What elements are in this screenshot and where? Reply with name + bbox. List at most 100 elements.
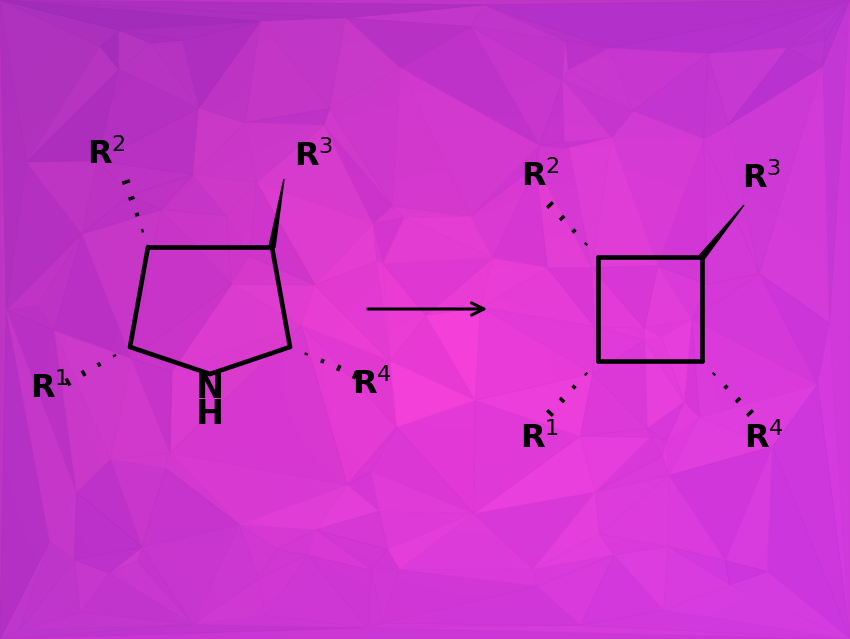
- Polygon shape: [348, 427, 397, 485]
- Polygon shape: [599, 475, 669, 546]
- Polygon shape: [390, 316, 475, 400]
- Polygon shape: [471, 167, 536, 258]
- Polygon shape: [302, 325, 397, 485]
- Text: R$^{2}$: R$^{2}$: [87, 139, 126, 171]
- Polygon shape: [473, 436, 595, 514]
- Polygon shape: [170, 325, 302, 453]
- Polygon shape: [265, 555, 367, 627]
- Polygon shape: [592, 266, 658, 328]
- Polygon shape: [131, 210, 231, 358]
- Polygon shape: [400, 26, 540, 146]
- Polygon shape: [98, 69, 199, 160]
- Polygon shape: [345, 18, 472, 68]
- Polygon shape: [668, 475, 725, 560]
- Polygon shape: [119, 22, 260, 40]
- Polygon shape: [668, 546, 730, 585]
- Polygon shape: [100, 30, 119, 69]
- Polygon shape: [150, 40, 199, 108]
- Polygon shape: [725, 560, 768, 585]
- Text: R$^{3}$: R$^{3}$: [294, 141, 334, 173]
- Polygon shape: [277, 530, 315, 555]
- Polygon shape: [730, 571, 850, 639]
- Polygon shape: [131, 358, 172, 453]
- Polygon shape: [599, 534, 668, 555]
- Polygon shape: [484, 5, 609, 48]
- Polygon shape: [367, 570, 382, 627]
- Polygon shape: [258, 550, 308, 579]
- Polygon shape: [257, 125, 373, 224]
- Polygon shape: [533, 492, 599, 569]
- Polygon shape: [193, 615, 367, 627]
- Polygon shape: [666, 402, 700, 441]
- Polygon shape: [250, 182, 314, 285]
- Polygon shape: [426, 307, 480, 400]
- Polygon shape: [704, 125, 759, 273]
- Polygon shape: [129, 174, 193, 210]
- Polygon shape: [581, 610, 850, 639]
- Polygon shape: [664, 546, 730, 610]
- Polygon shape: [269, 179, 284, 247]
- Polygon shape: [536, 167, 592, 268]
- Polygon shape: [704, 54, 728, 139]
- Polygon shape: [226, 215, 250, 284]
- Polygon shape: [193, 579, 265, 624]
- Polygon shape: [172, 284, 302, 371]
- Polygon shape: [818, 323, 850, 639]
- Polygon shape: [231, 284, 314, 325]
- Polygon shape: [20, 612, 193, 630]
- Polygon shape: [664, 585, 850, 639]
- Polygon shape: [0, 0, 119, 46]
- Polygon shape: [239, 525, 277, 579]
- Polygon shape: [82, 160, 129, 234]
- Text: H: H: [196, 397, 224, 431]
- Polygon shape: [650, 437, 666, 456]
- Polygon shape: [345, 5, 484, 26]
- Text: N: N: [196, 373, 224, 406]
- Polygon shape: [75, 547, 142, 573]
- Polygon shape: [6, 310, 76, 541]
- Polygon shape: [592, 327, 645, 373]
- Polygon shape: [373, 224, 382, 263]
- Polygon shape: [633, 54, 708, 139]
- Polygon shape: [382, 263, 426, 361]
- Polygon shape: [137, 547, 193, 624]
- Polygon shape: [245, 123, 324, 182]
- Polygon shape: [595, 475, 669, 534]
- Polygon shape: [692, 273, 818, 385]
- Polygon shape: [199, 22, 260, 123]
- Polygon shape: [661, 319, 692, 402]
- Polygon shape: [161, 174, 226, 215]
- Polygon shape: [119, 30, 150, 69]
- Polygon shape: [708, 48, 788, 125]
- Polygon shape: [142, 468, 239, 547]
- Polygon shape: [570, 137, 611, 268]
- Polygon shape: [314, 261, 390, 361]
- Polygon shape: [700, 385, 818, 447]
- Polygon shape: [700, 205, 744, 259]
- Polygon shape: [20, 541, 75, 630]
- Polygon shape: [580, 436, 650, 492]
- Polygon shape: [54, 331, 110, 492]
- Polygon shape: [170, 325, 348, 485]
- Polygon shape: [830, 0, 850, 639]
- Polygon shape: [480, 307, 595, 373]
- Polygon shape: [258, 555, 308, 615]
- Polygon shape: [725, 447, 773, 571]
- Polygon shape: [109, 547, 142, 573]
- Polygon shape: [0, 627, 850, 639]
- Polygon shape: [708, 0, 850, 54]
- Polygon shape: [6, 310, 76, 492]
- Polygon shape: [170, 453, 348, 525]
- Polygon shape: [823, 0, 850, 66]
- Polygon shape: [0, 0, 260, 30]
- Polygon shape: [193, 174, 257, 215]
- Polygon shape: [540, 80, 564, 146]
- Polygon shape: [773, 385, 850, 639]
- Polygon shape: [563, 41, 568, 80]
- Polygon shape: [647, 428, 666, 441]
- Polygon shape: [161, 210, 231, 284]
- Polygon shape: [824, 0, 850, 40]
- Polygon shape: [193, 108, 245, 174]
- Polygon shape: [0, 624, 367, 639]
- Polygon shape: [684, 319, 700, 417]
